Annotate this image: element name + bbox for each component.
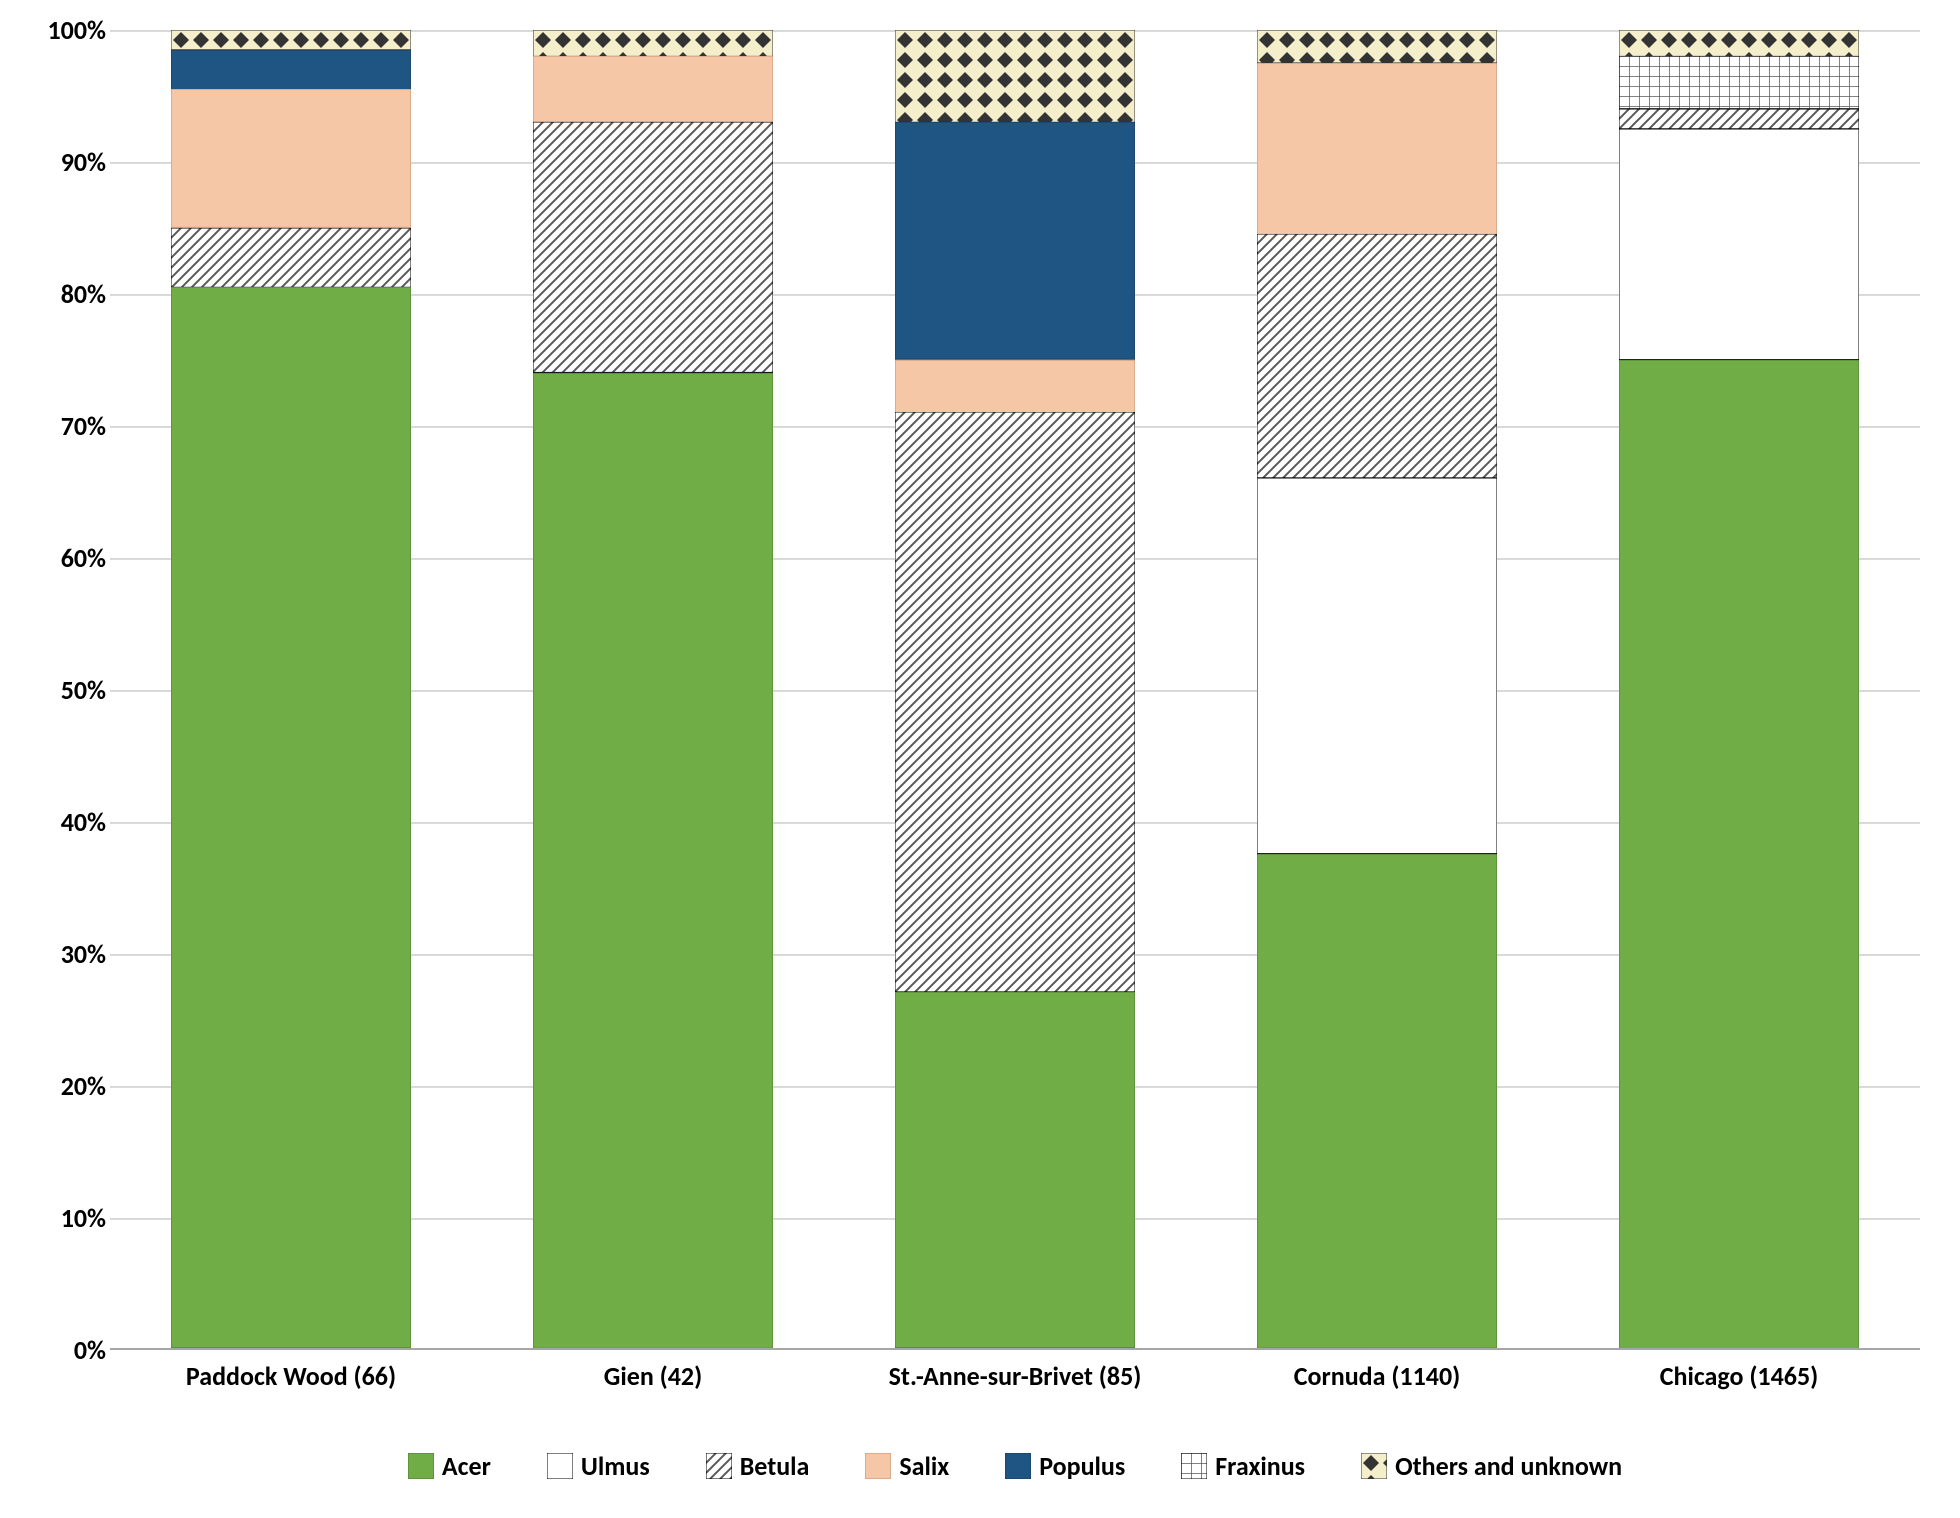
legend-item-populus: Populus (1005, 1450, 1125, 1482)
bar-segment-betula (171, 228, 411, 287)
legend-item-fraxinus: Fraxinus (1181, 1450, 1305, 1482)
legend-swatch (408, 1453, 434, 1479)
bar-segment-salix (895, 360, 1135, 413)
bar-segment-acer (1619, 360, 1859, 1349)
bar-segment-populus (171, 50, 411, 90)
legend-label: Ulmus (581, 1450, 650, 1482)
y-tick-label: 70% (26, 410, 106, 442)
bar (1619, 30, 1859, 1348)
bar-segment-ulmus (1619, 129, 1859, 360)
bar-segment-others (1619, 30, 1859, 56)
legend-item-ulmus: Ulmus (547, 1450, 650, 1482)
y-tick-label: 0% (26, 1334, 106, 1366)
bar-segment-betula (895, 412, 1135, 992)
bar-segment-acer (1257, 854, 1497, 1348)
legend-swatch (706, 1453, 732, 1479)
bar-segment-populus (895, 122, 1135, 359)
bar-segment-others (171, 30, 411, 50)
y-tick-label: 100% (26, 14, 106, 46)
legend-item-betula: Betula (706, 1450, 810, 1482)
y-tick-label: 40% (26, 806, 106, 838)
legend-swatch (1361, 1453, 1387, 1479)
bar-segment-acer (533, 373, 773, 1348)
x-tick-label: Gien (42) (503, 1360, 803, 1392)
y-tick-label: 10% (26, 1202, 106, 1234)
bar-segment-others (533, 30, 773, 56)
legend-label: Betula (740, 1450, 810, 1482)
bar-segment-betula (1257, 234, 1497, 478)
bar-segment-ulmus (1257, 478, 1497, 854)
bar (895, 30, 1135, 1348)
bar-segment-betula (1619, 109, 1859, 129)
bar-segment-fraxinus (1619, 56, 1859, 109)
bar (171, 30, 411, 1348)
legend-label: Populus (1039, 1450, 1125, 1482)
x-tick-label: Chicago (1465) (1589, 1360, 1889, 1392)
legend-item-acer: Acer (408, 1450, 491, 1482)
legend-label: Fraxinus (1215, 1450, 1305, 1482)
legend-label: Others and unknown (1395, 1450, 1622, 1482)
legend: Acer Ulmus Betula Salix Populus Fraxinus Other… (110, 1450, 1920, 1482)
bar-segment-acer (171, 287, 411, 1348)
bars-container (110, 30, 1920, 1348)
plot-area (110, 30, 1920, 1350)
legend-swatch (547, 1453, 573, 1479)
legend-swatch (1181, 1453, 1207, 1479)
bar (533, 30, 773, 1348)
y-tick-label: 20% (26, 1070, 106, 1102)
bar-segment-salix (1257, 63, 1497, 234)
x-axis-labels: Paddock Wood (66) Gien (42) St.-Anne-sur-B… (110, 1360, 1920, 1392)
y-tick-label: 80% (26, 278, 106, 310)
legend-label: Salix (899, 1450, 949, 1482)
legend-item-others: Others and unknown (1361, 1450, 1622, 1482)
x-tick-label: Paddock Wood (66) (141, 1360, 441, 1392)
bar-segment-salix (171, 89, 411, 227)
legend-item-salix: Salix (865, 1450, 949, 1482)
bar-segment-salix (533, 56, 773, 122)
legend-swatch (1005, 1453, 1031, 1479)
bar-segment-others (895, 30, 1135, 122)
bar-segment-others (1257, 30, 1497, 63)
y-tick-label: 60% (26, 542, 106, 574)
stacked-bar-chart: 0%10%20%30%40%50%60%70%80%90%100% Paddoc… (20, 20, 1940, 1498)
bar-segment-betula (533, 122, 773, 372)
bar-segment-acer (895, 992, 1135, 1348)
legend-label: Acer (442, 1450, 491, 1482)
x-tick-label: St.-Anne-sur-Brivet (85) (865, 1360, 1165, 1392)
legend-swatch (865, 1453, 891, 1479)
bar (1257, 30, 1497, 1348)
y-tick-label: 30% (26, 938, 106, 970)
y-tick-label: 50% (26, 674, 106, 706)
y-tick-label: 90% (26, 146, 106, 178)
x-tick-label: Cornuda (1140) (1227, 1360, 1527, 1392)
